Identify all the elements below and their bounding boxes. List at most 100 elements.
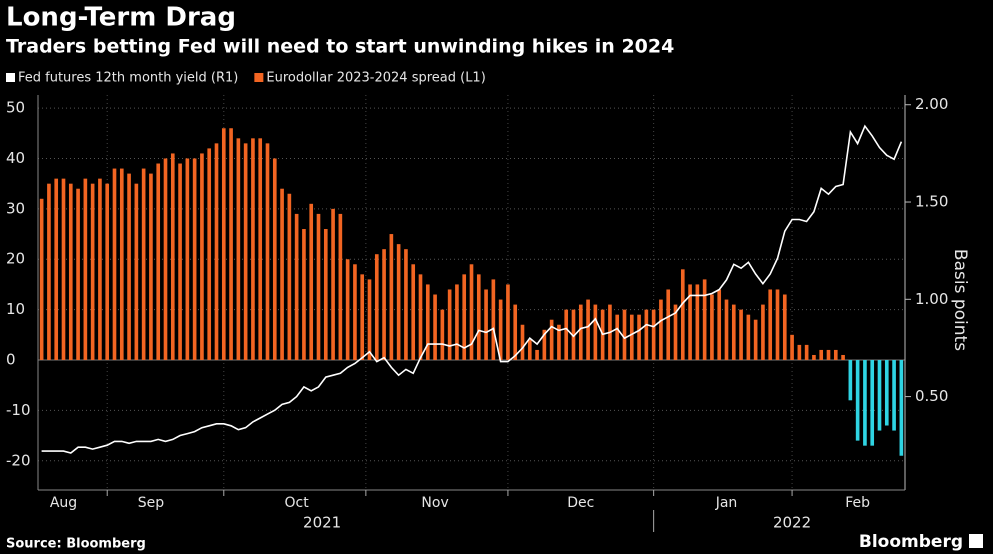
bar: [739, 309, 743, 361]
year-label: 2021: [303, 514, 341, 532]
bar: [39, 198, 44, 361]
bar: [622, 309, 627, 361]
bar: [651, 309, 656, 361]
bar: [826, 349, 831, 361]
bar: [666, 289, 671, 361]
bar: [841, 354, 845, 361]
bar: [207, 148, 212, 361]
bar: [680, 269, 685, 361]
bar: [629, 314, 634, 361]
bar: [498, 299, 503, 361]
bar: [163, 158, 168, 361]
y2-axis-title: Basis points: [950, 249, 970, 351]
bar: [491, 279, 496, 361]
bar: [54, 178, 59, 361]
bar: [345, 259, 350, 361]
bar: [637, 314, 641, 361]
bar: [170, 153, 175, 361]
bar: [323, 229, 328, 361]
bar: [251, 138, 255, 361]
legend-swatch: [6, 73, 15, 82]
bar: [447, 289, 452, 361]
legend-label: Fed futures 12th month yield (R1): [18, 71, 238, 86]
y-tick-label: 0: [6, 351, 16, 369]
bar: [338, 213, 343, 361]
bar: [236, 138, 241, 361]
bar: [382, 249, 386, 361]
bar: [462, 274, 467, 361]
bar: [899, 360, 904, 456]
bar: [221, 128, 226, 361]
chart-title: Long-Term Drag: [6, 3, 236, 33]
bar: [258, 138, 263, 361]
line: [41, 124, 903, 454]
bar: [418, 274, 423, 361]
bar: [294, 213, 299, 361]
bar: [615, 314, 620, 361]
bar: [367, 279, 372, 361]
bar: [68, 183, 73, 361]
bar: [586, 299, 590, 361]
chart-subtitle: Traders betting Fed will need to start u…: [6, 36, 674, 58]
source: Source: Bloomberg: [6, 537, 146, 552]
y-tick-label: 20: [6, 250, 25, 268]
bar: [812, 354, 816, 361]
y2-tick-label: 2.00: [915, 95, 948, 113]
bar: [112, 168, 117, 361]
bar: [90, 183, 95, 361]
bar: [855, 360, 860, 441]
x-tick-label: Oct: [285, 495, 310, 511]
bar: [192, 158, 197, 361]
bar: [695, 284, 700, 361]
bar: [440, 309, 445, 361]
x-tick-label: Jan: [715, 495, 738, 511]
bar: [134, 183, 139, 361]
bar: [396, 244, 401, 361]
bar: [47, 183, 51, 361]
bar: [272, 158, 277, 361]
bar: [127, 173, 131, 361]
bar: [819, 349, 824, 361]
bar: [76, 188, 80, 361]
bar: [731, 304, 736, 361]
bar: [214, 143, 219, 361]
bar: [484, 289, 488, 361]
bar: [753, 319, 758, 361]
bar: [710, 294, 714, 361]
bar: [761, 304, 765, 361]
y-tick-label: 10: [6, 300, 25, 318]
bar: [309, 203, 314, 361]
bar: [578, 304, 583, 361]
y-tick-label: -10: [6, 401, 31, 419]
bar: [433, 294, 437, 361]
brand: Bloomberg: [859, 532, 963, 552]
year-label: 2022: [773, 514, 811, 532]
y-tick-label: 50: [6, 99, 25, 117]
bar: [506, 284, 510, 361]
y2-tick-label: 1.00: [915, 290, 948, 308]
bar: [702, 279, 707, 361]
y2-tick-label: 0.50: [915, 387, 948, 405]
bar: [265, 143, 270, 361]
y-tick-label: 30: [6, 199, 25, 217]
bar: [870, 360, 875, 446]
bar: [527, 339, 532, 361]
bar: [98, 178, 102, 361]
bar: [564, 309, 569, 361]
bar: [782, 294, 787, 361]
bar: [243, 143, 248, 361]
bar: [659, 299, 663, 361]
x-tick-label: Sep: [138, 495, 165, 511]
bar: [302, 229, 306, 361]
bar: [178, 163, 182, 361]
x-tick-label: Feb: [845, 495, 870, 511]
bar: [360, 274, 365, 361]
x-tick-label: Nov: [421, 495, 448, 511]
bar: [535, 349, 539, 361]
bar: [185, 158, 190, 361]
bar: [688, 284, 692, 361]
bar: [156, 163, 161, 361]
bar: [353, 264, 357, 361]
